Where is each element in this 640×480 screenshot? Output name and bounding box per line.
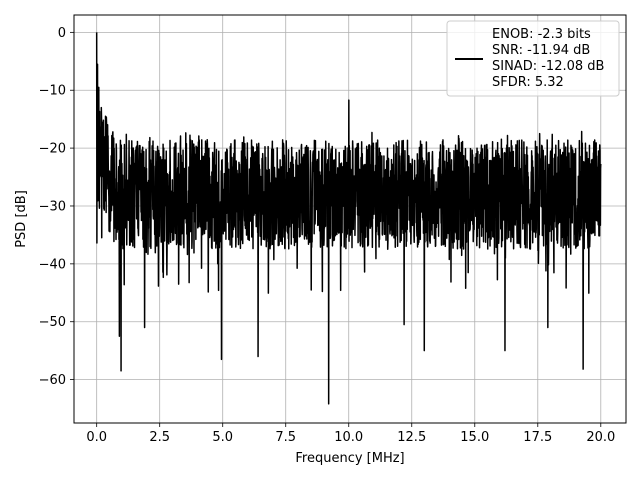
legend-label: ENOB: -2.3 bits SNR: -11.94 dB SINAD: -1… [492, 27, 609, 90]
x-axis-label: Frequency [MHz] [295, 451, 404, 466]
y-tick-label: −60 [39, 373, 66, 388]
legend-line-snr: SNR: -11.94 dB [492, 43, 590, 58]
x-tick-label: 5.0 [212, 430, 233, 445]
y-axis-label: PSD [dB] [14, 190, 29, 248]
plot-area [95, 32, 602, 405]
y-tick-label: −40 [39, 257, 66, 272]
legend-box [446, 20, 620, 97]
x-tick-label: 0.0 [86, 430, 107, 445]
legend-line-enob: ENOB: -2.3 bits [492, 27, 591, 42]
y-tick-label: −30 [39, 199, 66, 214]
x-tick-label: 17.5 [523, 430, 552, 445]
psd-series-line [95, 32, 602, 405]
x-tick-label: 2.5 [149, 430, 170, 445]
x-tick-label: 12.5 [397, 430, 426, 445]
y-tick-label: −10 [39, 84, 66, 99]
x-tick-label: 7.5 [275, 430, 296, 445]
x-tick-label: 20.0 [586, 430, 615, 445]
ticks: 0.0 2.5 5.0 7.5 10.0 12.5 15.0 17.5 20.0 0 −10 −20 −… [39, 26, 616, 445]
legend-line-sinad: SINAD: -12.08 dB [492, 59, 604, 74]
y-tick-label: −50 [39, 315, 66, 330]
y-tick-label: 0 [58, 26, 66, 41]
y-tick-label: −20 [39, 142, 66, 157]
axes-frame [73, 14, 627, 424]
legend: ENOB: -2.3 bits SNR: -11.94 dB SINAD: -1… [446, 20, 620, 97]
x-tick-label: 15.0 [460, 430, 489, 445]
x-tick-label: 10.0 [334, 430, 363, 445]
legend-line-sfdr: SFDR: 5.32 [492, 75, 564, 90]
